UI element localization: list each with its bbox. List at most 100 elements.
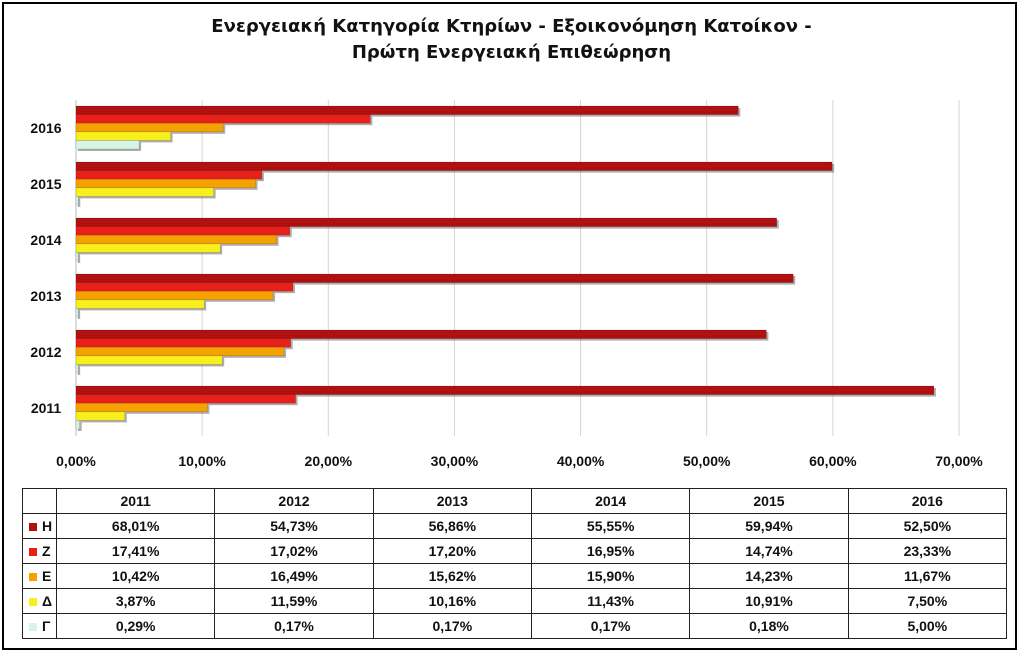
table-row: Η 68,01% 54,73% 56,86% 55,55% 59,94% 52,50% [22,513,1008,539]
table-row: Ζ 17,41% 17,02% 17,20% 16,95% 14,74% 23,33% [22,538,1008,564]
table-cell: 68,01% [55,513,216,539]
x-tick-label: 20,00% [305,453,353,469]
table-cell: 0,29% [55,613,216,639]
table-year-header: 2016 [847,488,1008,514]
table-corner-cell [22,488,57,514]
table-cell: 59,94% [689,513,849,539]
table-cell: 5,00% [847,613,1008,639]
bar-Η-2014 [75,217,777,227]
bar-Γ-2016 [75,140,140,150]
x-tick-label: 40,00% [557,453,605,469]
y-tick-label: 2014 [30,232,61,248]
data-table: 2011 2012 2013 2014 2015 2016 Η 68,01% 54,73% 56,… [22,488,1008,639]
table-cell: 7,50% [847,588,1008,614]
bar-shadow [78,198,81,207]
bar-Δ-2013 [75,299,205,309]
table-cell: 16,49% [214,563,374,589]
bar-Δ-2012 [75,355,223,365]
table-year-header: 2011 [55,488,216,514]
table-row: Δ 3,87% 11,59% 10,16% 11,43% 10,91% 7,50% [22,588,1008,614]
table-cell: 10,42% [55,563,216,589]
table-cell: 14,23% [689,563,849,589]
bar-Γ-2013 [75,308,79,318]
legend-swatch [29,573,37,582]
bar-Γ-2015 [75,196,79,206]
bar-Ε-2014 [75,234,277,245]
table-cell: 15,90% [530,563,691,589]
bar-Δ-2014 [75,243,221,253]
bar-Ε-2013 [75,290,274,301]
legend-label: Δ [42,593,53,609]
table-cell: 0,17% [372,613,532,639]
bar-Ζ-2014 [75,226,291,236]
bar-Η-2012 [75,329,767,339]
bar-Ζ-2016 [75,114,371,124]
table-cell: 11,43% [530,588,691,614]
table-row: Ε 10,42% 16,49% 15,62% 15,90% 14,23% 11,67% [22,563,1008,589]
table-cell: 0,17% [214,613,374,639]
legend-label: Ε [42,568,52,584]
y-tick-label: 2011 [31,400,62,416]
bar-Ζ-2012 [75,338,291,348]
table-cell: 0,18% [689,613,849,639]
y-tick-label: 2016 [30,120,61,136]
y-tick-label: 2015 [30,176,61,192]
bar-chart: 0,00% 10,00% 20,00% 30,00% 40,00% 50,00% 60,00… [30,100,983,469]
x-tick-label: 30,00% [431,453,479,469]
bar-shadow [78,310,81,319]
table-cell: 10,16% [372,588,532,614]
bar-Ε-2012 [75,346,285,357]
bar-shadow [78,366,81,375]
table-cell: 16,95% [530,538,691,564]
table-cell: 17,20% [372,538,532,564]
bar-Ζ-2013 [75,282,294,292]
legend-entry: Γ [22,613,57,639]
table-year-header: 2014 [530,488,691,514]
table-cell: 55,55% [530,513,691,539]
bar-Η-2016 [75,105,739,115]
table-cell: 11,59% [214,588,374,614]
x-tick-label: 50,00% [683,453,731,469]
table-row: Γ 0,29% 0,17% 0,17% 0,17% 0,18% 5,00% [22,613,1008,639]
bar-Ε-2011 [75,402,208,413]
chart-title: Ενεργειακή Κατηγορία Κτηρίων - Εξοικονόμ… [4,14,1019,66]
table-cell: 56,86% [372,513,532,539]
table-cell: 17,41% [55,538,216,564]
legend-swatch [29,598,37,607]
bar-shadow [78,254,81,263]
table-year-header: 2012 [214,488,374,514]
legend-entry: Ε [22,563,57,589]
bar-Η-2013 [75,273,794,283]
table-cell: 52,50% [847,513,1008,539]
legend-label: Γ [42,618,51,634]
y-tick-label: 2012 [30,344,61,360]
table-cell: 3,87% [55,588,216,614]
bar-Η-2011 [75,385,935,395]
table-header-row: 2011 2012 2013 2014 2015 2016 [22,488,1008,514]
bar-Ζ-2015 [75,170,263,180]
x-tick-label: 70,00% [935,453,983,469]
bar-Γ-2011 [75,420,80,430]
legend-entry: Η [22,513,57,539]
table-cell: 23,33% [847,538,1008,564]
bar-Ζ-2011 [75,394,296,404]
x-tick-label: 0,00% [56,453,96,469]
bar-Δ-2015 [75,187,214,197]
bar-Η-2015 [75,161,833,171]
x-tick-label: 60,00% [809,453,857,469]
y-tick-label: 2013 [30,288,61,304]
table-cell: 17,02% [214,538,374,564]
legend-entry: Δ [22,588,57,614]
legend-swatch [29,523,37,532]
table-cell: 15,62% [372,563,532,589]
x-tick-label: 10,00% [178,453,226,469]
table-cell: 14,74% [689,538,849,564]
table-year-header: 2013 [372,488,532,514]
bar-Ε-2016 [75,122,224,133]
bar-Γ-2012 [75,364,79,374]
legend-label: Η [42,518,53,534]
bar-Δ-2016 [75,131,171,141]
bar-Ε-2015 [75,178,256,189]
bar-Γ-2014 [75,252,79,262]
